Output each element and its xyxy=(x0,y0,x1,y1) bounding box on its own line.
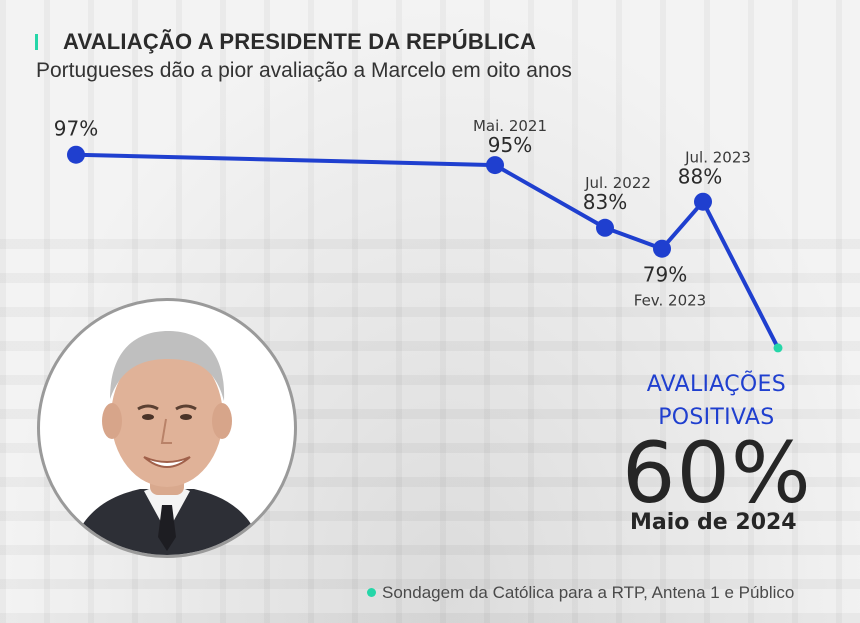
date-label: Jul. 2023 xyxy=(684,149,751,167)
value-label: 97% xyxy=(54,117,98,141)
data-point xyxy=(773,343,783,353)
date-label: Fev. 2023 xyxy=(634,292,706,310)
positive-ratings-callout: AVALIAÇÕES POSITIVAS xyxy=(647,368,786,434)
callout-line-2: POSITIVAS xyxy=(658,405,775,430)
chart-subtitle: Portugueses dão a pior avaliação a Marce… xyxy=(36,59,572,82)
title-accent-bar xyxy=(35,34,38,50)
date-label: Mai. 2021 xyxy=(473,117,547,135)
portrait-illustration xyxy=(70,331,264,555)
source-note: Sondagem da Católica para a RTP, Antena … xyxy=(382,583,795,602)
date-label: Jul. 2022 xyxy=(584,174,651,192)
current-rating-value: 60% xyxy=(622,424,812,522)
data-point xyxy=(653,239,671,258)
value-label: 88% xyxy=(678,165,722,189)
callout-line-1: AVALIAÇÕES xyxy=(646,372,786,397)
source-bullet xyxy=(367,588,376,597)
data-point xyxy=(694,192,712,211)
data-point xyxy=(596,218,614,237)
value-label: 79% xyxy=(643,263,687,287)
data-point xyxy=(67,145,85,164)
value-label: 95% xyxy=(488,133,532,157)
president-portrait xyxy=(37,298,297,558)
current-rating-date: Maio de 2024 xyxy=(630,510,797,535)
chart-title: AVALIAÇÃO A PRESIDENTE DA REPÚBLICA xyxy=(63,29,537,54)
series-line xyxy=(75,152,780,349)
data-point xyxy=(486,156,504,175)
value-label: 83% xyxy=(583,190,627,214)
